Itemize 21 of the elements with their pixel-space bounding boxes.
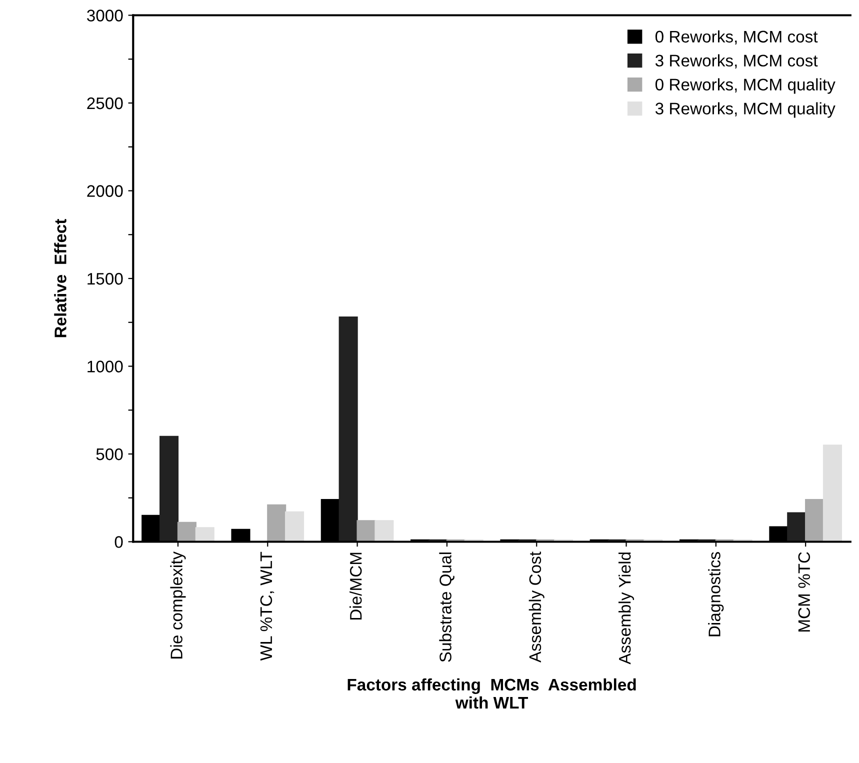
x-tick-label: Substrate Qual — [439, 552, 454, 662]
legend-label: 0 Reworks, MCM quality — [655, 78, 836, 94]
y-tick-label: 2000 — [87, 185, 123, 197]
legend-label: 3 Reworks, MCM quality — [655, 102, 836, 118]
x-tick-label: WL %TC, WLT — [260, 552, 274, 661]
legend-label: 3 Reworks, MCM cost — [655, 54, 818, 69]
y-tick-label: 1000 — [88, 360, 123, 372]
x-tick-label: Diagnostics — [708, 552, 724, 636]
x-tick-label: Assembly Cost — [528, 552, 544, 663]
x-tick-label: Assembly Yield — [618, 552, 634, 664]
y-tick-label: 3000 — [86, 10, 123, 22]
x-axis-title: Factors affecting MCMs Assembled with WLT — [348, 678, 636, 709]
y-tick-label: 1500 — [88, 272, 123, 285]
y-tick-label: 2500 — [87, 97, 123, 110]
x-tick-label: Die complexity — [170, 551, 186, 658]
legend-label: 0 Reworks, MCM cost — [655, 30, 818, 45]
x-tick-label: MCM %TC — [798, 552, 810, 632]
y-tick-label: 0 — [114, 536, 123, 548]
x-tick-label: Die/MCM — [350, 552, 362, 620]
y-tick-label: 500 — [96, 448, 123, 460]
y-axis-title: Relative Effect — [54, 218, 66, 338]
